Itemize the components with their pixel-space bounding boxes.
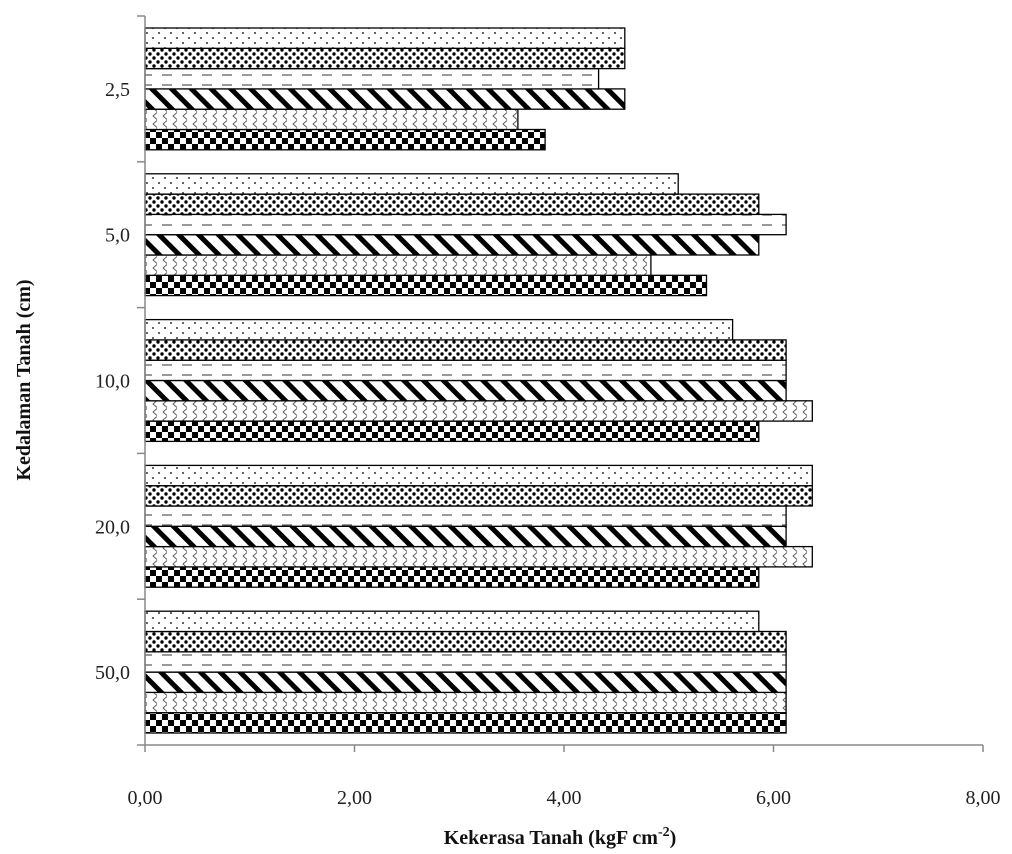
bar-sparse-dots-2 [144, 318, 734, 341]
bar-diagonal-3 [144, 525, 787, 548]
bar-checker-4 [144, 712, 787, 734]
bar-checker-0 [144, 128, 546, 151]
bar-chevron-1 [144, 254, 652, 276]
y-tick-label-0: 2,5 [105, 79, 130, 101]
y-tick-labels: 2,5 5,0 10,0 20,0 50,0 [95, 79, 130, 684]
y-tick-marks [137, 15, 145, 746]
x-tick-label-4: 8,00 [966, 787, 1001, 809]
bar-dash-2 [144, 359, 787, 382]
y-tick-label-1: 5,0 [105, 225, 130, 247]
x-tick-labels: 0,00 2,00 4,00 6,00 8,00 [128, 787, 1001, 809]
bar-diagonal-2 [144, 379, 787, 402]
bar-chevron-4 [144, 691, 787, 714]
bar-sparse-dots-1 [144, 173, 679, 195]
bar-chevron-2 [144, 400, 813, 422]
bar-dash-1 [144, 213, 787, 236]
bar-chevron-0 [144, 108, 519, 131]
bar-diagonal-4 [144, 671, 787, 694]
x-tick-label-0: 0,00 [128, 787, 163, 809]
y-tick-label-2: 10,0 [95, 371, 130, 393]
y-axis-title: Kedalaman Tanah (cm) [13, 279, 35, 480]
bar-sparse-dots-4 [144, 610, 760, 633]
bar-dense-dots-0 [144, 47, 626, 70]
bar-dash-3 [144, 505, 787, 527]
y-tick-label-3: 20,0 [95, 516, 130, 538]
bar-dash-0 [144, 67, 600, 90]
bar-diagonal-0 [144, 88, 626, 110]
bar-dash-4 [144, 651, 787, 673]
bars-layer [144, 27, 813, 734]
x-tick-label-2: 4,00 [547, 787, 582, 809]
x-axis-title: Kekerasa Tanah (kgF cm-2) [444, 825, 677, 849]
bar-dense-dots-4 [144, 630, 787, 653]
bar-dense-dots-2 [144, 339, 787, 361]
bar-chevron-3 [144, 545, 813, 568]
bar-diagonal-1 [144, 234, 760, 256]
bar-dense-dots-1 [144, 193, 760, 216]
bar-checker-1 [144, 274, 708, 297]
x-tick-marks [144, 745, 984, 752]
y-tick-label-4: 50,0 [95, 662, 130, 684]
bar-sparse-dots-0 [144, 27, 626, 49]
bar-checker-2 [144, 420, 760, 443]
x-tick-label-3: 6,00 [756, 787, 791, 809]
bar-sparse-dots-3 [144, 464, 813, 487]
x-tick-label-1: 2,00 [337, 787, 372, 809]
bar-checker-3 [144, 566, 760, 588]
bar-dense-dots-3 [144, 485, 813, 507]
